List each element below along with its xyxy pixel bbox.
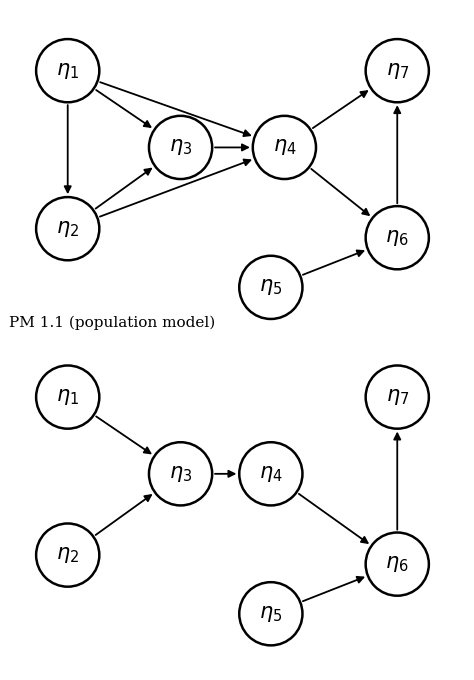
Circle shape — [365, 206, 429, 269]
Text: $\eta_5$: $\eta_5$ — [259, 277, 283, 297]
Text: $\eta_2$: $\eta_2$ — [56, 545, 79, 565]
Circle shape — [36, 197, 100, 260]
Text: $\eta_6$: $\eta_6$ — [385, 554, 409, 574]
Text: $\eta_5$: $\eta_5$ — [259, 604, 283, 624]
Text: $\eta_3$: $\eta_3$ — [169, 464, 192, 484]
Circle shape — [36, 365, 100, 428]
Text: $\eta_3$: $\eta_3$ — [169, 137, 192, 158]
Text: $\eta_4$: $\eta_4$ — [273, 137, 296, 158]
Circle shape — [365, 365, 429, 428]
Text: PM 1.1 (population model): PM 1.1 (population model) — [9, 316, 216, 330]
Text: $\eta_7$: $\eta_7$ — [385, 387, 409, 407]
Circle shape — [365, 532, 429, 596]
Circle shape — [239, 442, 302, 505]
Text: $\eta_6$: $\eta_6$ — [385, 228, 409, 248]
Circle shape — [365, 39, 429, 102]
Text: $\eta_1$: $\eta_1$ — [56, 387, 79, 407]
Text: $\eta_4$: $\eta_4$ — [259, 464, 283, 484]
Text: $\eta_7$: $\eta_7$ — [385, 61, 409, 81]
Circle shape — [36, 524, 100, 587]
Circle shape — [253, 116, 316, 179]
Circle shape — [36, 39, 100, 102]
Circle shape — [239, 256, 302, 319]
Circle shape — [239, 582, 302, 645]
Text: $\eta_1$: $\eta_1$ — [56, 61, 79, 81]
Text: $\eta_2$: $\eta_2$ — [56, 219, 79, 239]
Circle shape — [149, 442, 212, 505]
Circle shape — [149, 116, 212, 179]
